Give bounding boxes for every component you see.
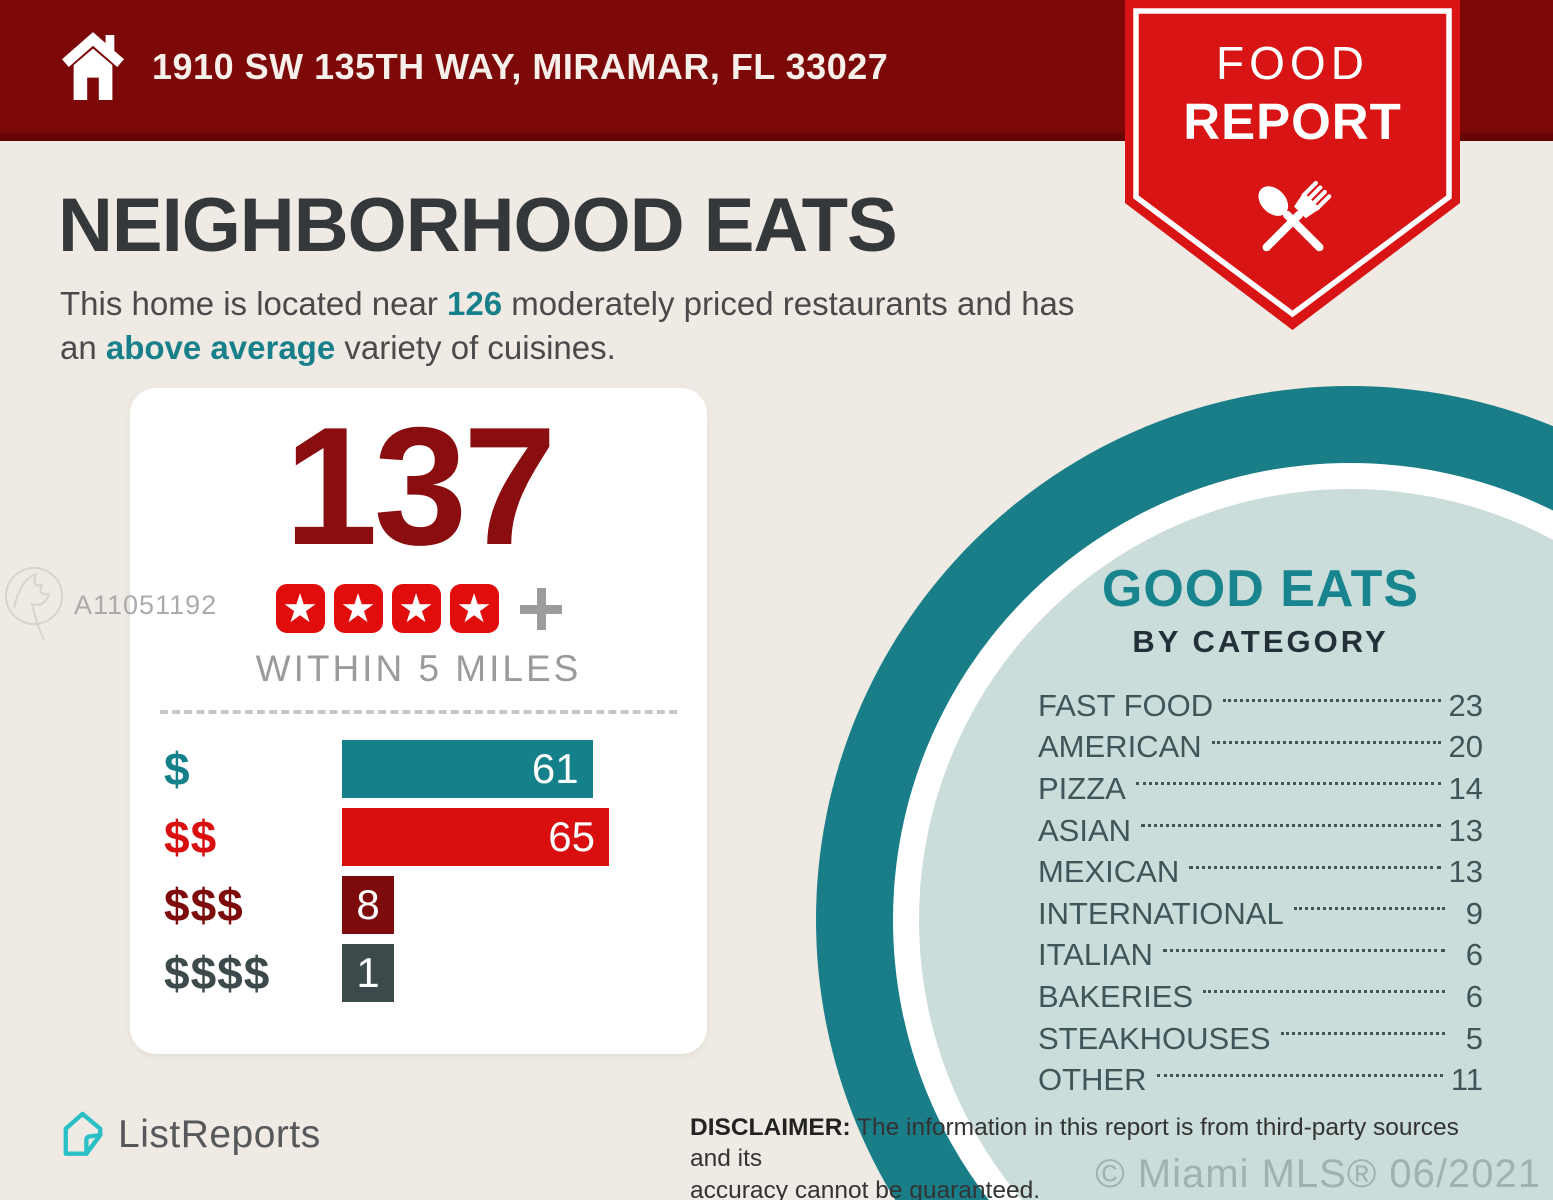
dotted-leader xyxy=(1211,740,1441,744)
category-label: BAKERIES xyxy=(1038,978,1194,1014)
category-label: STEAKHOUSES xyxy=(1038,1020,1271,1056)
dotted-leader xyxy=(1223,699,1441,703)
category-count: 20 xyxy=(1448,729,1483,765)
price-bar-row: $61 xyxy=(164,740,707,798)
star-icon: ★ xyxy=(333,584,383,633)
crossed-spoon-fork-icon xyxy=(1257,180,1331,252)
listreports-logo-icon xyxy=(63,1111,103,1156)
category-label: ITALIAN xyxy=(1038,937,1153,973)
price-tier-label: $$ xyxy=(164,811,218,863)
dotted-leader xyxy=(1156,1073,1443,1077)
food-report-badge: FOOD REPORT xyxy=(1125,0,1460,332)
price-bar: 65 xyxy=(342,808,609,866)
price-bar: 1 xyxy=(342,944,394,1002)
category-row: FAST FOOD 23 xyxy=(1038,685,1483,727)
listreports-brand: ListReports xyxy=(60,1110,321,1160)
mls-copyright-watermark: © Miami MLS® 06/2021 xyxy=(1095,1152,1541,1196)
brand-name: ListReports xyxy=(118,1113,321,1156)
category-row: ITALIAN 6 xyxy=(1038,935,1483,977)
good-eats-subtitle: BY CATEGORY xyxy=(1132,624,1389,659)
divider xyxy=(160,710,677,714)
intro-mid: moderately priced restaurants and has an xyxy=(60,285,1075,366)
category-row: STEAKHOUSES 5 xyxy=(1038,1018,1483,1060)
category-count: 9 xyxy=(1465,895,1483,931)
category-row: INTERNATIONAL 9 xyxy=(1038,893,1483,935)
intro-highlight-variety: above average xyxy=(105,328,336,366)
category-list: FAST FOOD 23 AMERICAN 20 PIZZA 14 ASIAN 13 MEXIC… xyxy=(1038,685,1483,1101)
category-label: AMERICAN xyxy=(1038,729,1202,765)
dotted-leader xyxy=(1293,907,1445,911)
page-title: NEIGHBORHOOD EATS xyxy=(58,183,898,268)
category-row: ASIAN 13 xyxy=(1038,810,1483,852)
price-bar: 8 xyxy=(342,876,394,934)
price-bar: 61 xyxy=(342,740,593,798)
rating-row: ★ ★ ★ ★ xyxy=(130,584,707,633)
mls-id-text: A11051192 xyxy=(74,589,218,620)
category-label: OTHER xyxy=(1038,1062,1147,1098)
summary-card: 137 ★ ★ ★ ★ WITHIN 5 MILES $61 $$ 65 $$$ 8 $$$$ 1 xyxy=(130,388,707,1054)
disclaimer: DISCLAIMER: The information in this repo… xyxy=(690,1112,1490,1200)
star-icon: ★ xyxy=(275,584,325,633)
star-icon: ★ xyxy=(449,584,499,633)
dotted-leader xyxy=(1162,948,1445,952)
disclaimer-line1: The information in this report is from t… xyxy=(690,1114,1459,1173)
good-eats-title: GOOD EATS xyxy=(1101,560,1420,618)
price-bar-value: 65 xyxy=(548,813,595,860)
category-count: 23 xyxy=(1448,687,1483,723)
good-eats-panel: GOOD EATS BY CATEGORY FAST FOOD 23 AMERICA… xyxy=(1038,562,1483,1101)
category-row: PIZZA 14 xyxy=(1038,768,1483,810)
category-label: PIZZA xyxy=(1038,770,1126,806)
dotted-leader xyxy=(1280,1032,1445,1036)
badge-title-food: FOOD xyxy=(1216,37,1369,89)
category-row: MEXICAN 13 xyxy=(1038,851,1483,893)
dotted-leader xyxy=(1203,990,1445,994)
badge-title-report: REPORT xyxy=(1183,93,1402,150)
category-count: 13 xyxy=(1448,854,1483,890)
price-bar-value: 8 xyxy=(356,881,380,928)
property-address: 1910 SW 135TH WAY, MIRAMAR, FL 33027 xyxy=(152,45,889,87)
price-tier-label: $$$$ xyxy=(164,947,271,999)
price-bar-row: $$$ 8 xyxy=(164,876,707,934)
category-label: ASIAN xyxy=(1038,812,1132,848)
star-icon: ★ xyxy=(391,584,441,633)
badge-pennant-shape xyxy=(1125,0,1460,330)
price-bar-value: 61 xyxy=(531,745,579,792)
category-label: INTERNATIONAL xyxy=(1038,895,1284,931)
category-count: 6 xyxy=(1465,937,1483,973)
home-icon xyxy=(62,31,124,100)
price-tier-label: $$$ xyxy=(164,879,244,931)
price-bars: $61 $$ 65 $$$ 8 $$$$ 1 xyxy=(130,740,707,1012)
dotted-leader xyxy=(1189,865,1441,869)
category-count: 6 xyxy=(1465,978,1483,1014)
price-tier-label: $ xyxy=(164,743,191,795)
category-label: FAST FOOD xyxy=(1038,687,1214,723)
intro-highlight-count: 126 xyxy=(447,285,503,322)
mls-watermark-logo-icon xyxy=(5,567,63,641)
category-row: BAKERIES 6 xyxy=(1038,976,1483,1018)
disclaimer-line2: accuracy cannot be guaranteed. xyxy=(690,1176,1041,1200)
dotted-leader xyxy=(1141,824,1441,828)
radius-caption: WITHIN 5 MILES xyxy=(255,648,582,689)
category-row: AMERICAN 20 xyxy=(1038,727,1483,769)
restaurant-count: 137 xyxy=(284,392,556,580)
intro-text: This home is located near 126 moderately… xyxy=(60,282,1120,369)
star-rating: ★ ★ ★ ★ xyxy=(275,584,499,633)
intro-post: variety of cuisines. xyxy=(335,328,616,366)
intro-pre: This home is located near xyxy=(60,285,448,322)
category-count: 13 xyxy=(1448,812,1483,848)
price-bar-row: $$ 65 xyxy=(164,808,707,866)
category-count: 5 xyxy=(1465,1020,1483,1056)
category-count: 11 xyxy=(1450,1062,1483,1098)
category-count: 14 xyxy=(1448,770,1483,806)
disclaimer-label: DISCLAIMER: xyxy=(690,1114,851,1141)
category-row: OTHER 11 xyxy=(1038,1059,1483,1101)
price-bar-row: $$$$ 1 xyxy=(164,944,707,1002)
mls-watermark: A11051192 xyxy=(4,564,217,646)
badge-content: FOOD REPORT xyxy=(1125,0,1460,278)
price-bar-value: 1 xyxy=(356,949,380,996)
dotted-leader xyxy=(1135,782,1441,786)
category-label: MEXICAN xyxy=(1038,854,1180,890)
plus-icon xyxy=(519,587,562,630)
